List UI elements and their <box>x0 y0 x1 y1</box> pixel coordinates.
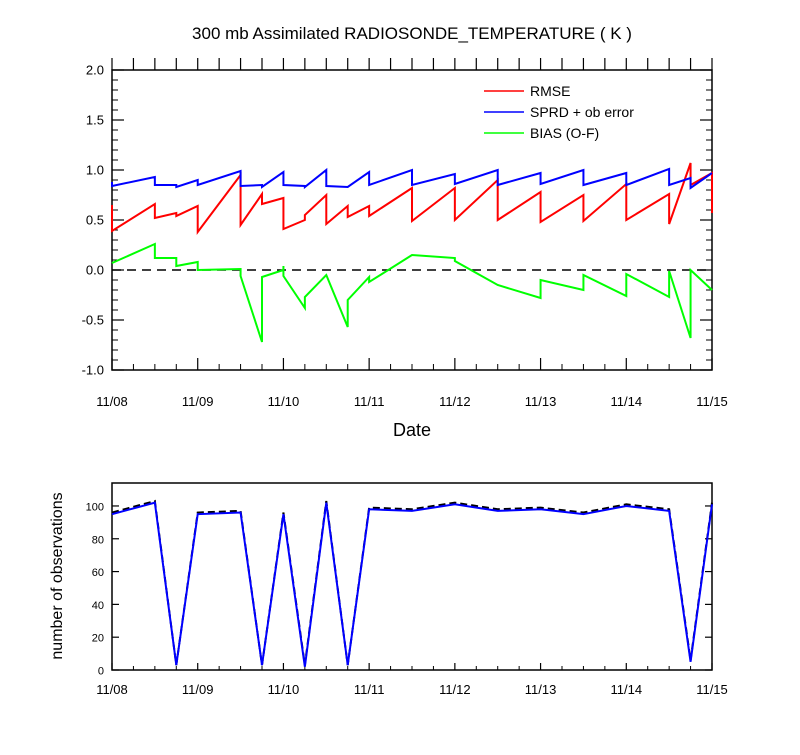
y-tick-label: 0.0 <box>86 263 104 278</box>
legend: RMSE SPRD + ob error BIAS (O-F) <box>484 83 634 141</box>
x-tick-label: 11/13 <box>525 394 557 409</box>
y-tick-label: -1.0 <box>82 363 104 378</box>
x-tick-label: 11/14 <box>610 394 642 409</box>
y-tick-label: 20 <box>92 633 104 645</box>
y-tick-label: 100 <box>86 501 104 513</box>
x-tick-label: 11/09 <box>182 394 214 409</box>
x-tick-label: 11/15 <box>696 394 728 409</box>
y-tick-label: 1.0 <box>86 163 104 178</box>
series-line-observations-dashed <box>111 499 713 666</box>
bottom-axis-ticks <box>111 505 713 671</box>
top-plot-area: -1.0-0.50.00.51.01.52.0 11/08 11/09 11/10 1… <box>82 58 728 409</box>
series-line-sprd-ob-error <box>111 167 713 190</box>
x-tick-label: 11/12 <box>439 394 471 409</box>
legend-label-sprd: SPRD + ob error <box>530 104 634 120</box>
x-tick-label: 11/09 <box>182 682 214 697</box>
x-tick-label: 11/08 <box>96 682 128 697</box>
bottom-y-axis-label: number of observations <box>49 492 66 659</box>
series-line-bias-o-f <box>111 242 713 343</box>
y-tick-label: 40 <box>92 600 104 612</box>
x-tick-label: 11/10 <box>268 682 300 697</box>
series-line-rmse <box>111 162 713 235</box>
legend-label-rmse: RMSE <box>530 83 570 99</box>
bottom-series-lines <box>111 499 713 667</box>
top-x-axis-label: Date <box>393 420 431 440</box>
x-tick-label: 11/15 <box>696 682 728 697</box>
x-tick-label: 11/08 <box>96 394 128 409</box>
x-tick-label: 11/14 <box>610 682 642 697</box>
y-tick-label: 1.5 <box>86 113 104 128</box>
legend-label-bias: BIAS (O-F) <box>530 125 599 141</box>
x-tick-label: 11/11 <box>354 682 385 697</box>
top-series-lines <box>111 162 713 343</box>
x-tick-label: 11/13 <box>525 682 557 697</box>
y-tick-label: 0.5 <box>86 213 104 228</box>
top-axis-ticks <box>111 58 713 371</box>
x-tick-label: 11/12 <box>439 682 471 697</box>
top-chart-title: 300 mb Assimilated RADIOSONDE_TEMPERATUR… <box>192 24 632 43</box>
y-tick-label: 60 <box>92 567 104 579</box>
x-tick-label: 11/11 <box>354 394 385 409</box>
bottom-x-tick-labels: 11/08 11/09 11/10 11/11 11/12 11/13 11/14 11/15 <box>96 682 728 697</box>
y-tick-label: -0.5 <box>82 313 104 328</box>
series-line-observations-solid <box>111 501 713 667</box>
x-tick-label: 11/10 <box>268 394 300 409</box>
top-x-tick-labels: 11/08 11/09 11/10 11/11 11/12 11/13 11/14 11/15 <box>96 394 728 409</box>
y-tick-label: 0 <box>98 666 104 678</box>
y-tick-label: 2.0 <box>86 63 104 78</box>
bottom-y-tick-labels: 0 20 40 60 80 100 <box>86 501 104 677</box>
top-y-tick-labels: -1.0 -0.5 0.0 0.5 1.0 1.5 2.0 <box>82 63 104 378</box>
y-tick-label: 80 <box>92 534 104 546</box>
